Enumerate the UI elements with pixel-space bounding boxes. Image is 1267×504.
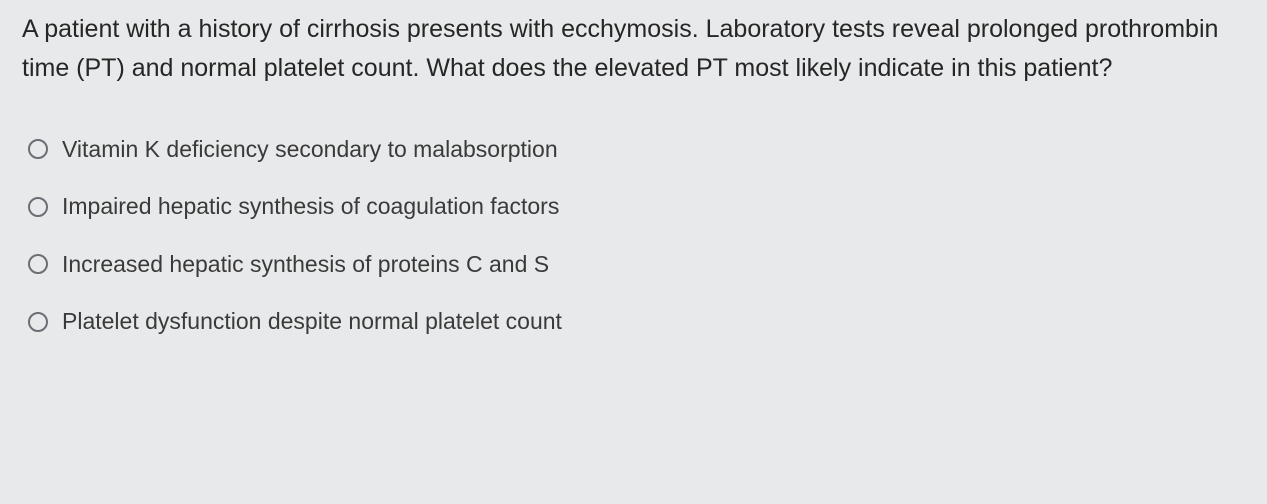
option-2[interactable]: Increased hepatic synthesis of proteins …	[28, 251, 1245, 279]
options-group: Vitamin K deficiency secondary to malabs…	[22, 136, 1245, 336]
option-0[interactable]: Vitamin K deficiency secondary to malabs…	[28, 136, 1245, 164]
radio-icon[interactable]	[28, 139, 48, 159]
radio-icon[interactable]	[28, 312, 48, 332]
radio-icon[interactable]	[28, 197, 48, 217]
radio-icon[interactable]	[28, 254, 48, 274]
option-label: Impaired hepatic synthesis of coagulatio…	[62, 193, 559, 221]
option-3[interactable]: Platelet dysfunction despite normal plat…	[28, 308, 1245, 336]
option-1[interactable]: Impaired hepatic synthesis of coagulatio…	[28, 193, 1245, 221]
option-label: Vitamin K deficiency secondary to malabs…	[62, 136, 558, 164]
question-text: A patient with a history of cirrhosis pr…	[22, 10, 1245, 88]
option-label: Increased hepatic synthesis of proteins …	[62, 251, 549, 279]
option-label: Platelet dysfunction despite normal plat…	[62, 308, 562, 336]
